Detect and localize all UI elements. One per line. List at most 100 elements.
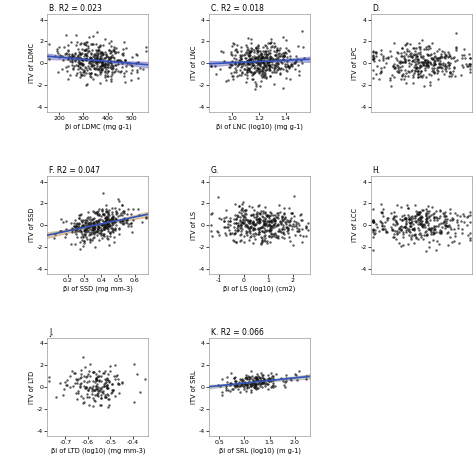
Point: [369, 217, 376, 225]
Point: [258, 383, 266, 391]
Point: [81, 228, 89, 235]
Point: [101, 61, 109, 68]
Point: [207, 210, 215, 218]
Point: [81, 50, 89, 57]
Point: [268, 383, 275, 391]
Point: [437, 219, 445, 227]
Point: [271, 224, 278, 231]
Point: [249, 219, 257, 227]
Point: [99, 221, 106, 228]
Point: [265, 377, 273, 385]
Point: [441, 63, 449, 70]
Point: [92, 382, 100, 390]
Point: [247, 382, 255, 390]
Point: [101, 59, 109, 66]
Point: [377, 46, 385, 54]
Point: [71, 222, 78, 229]
Point: [443, 222, 450, 229]
Point: [231, 229, 239, 237]
Point: [80, 52, 87, 59]
Point: [104, 224, 111, 231]
Point: [297, 216, 305, 224]
Point: [95, 55, 103, 63]
Point: [284, 63, 292, 70]
Point: [258, 224, 265, 231]
Point: [96, 68, 104, 76]
Point: [96, 66, 103, 74]
Point: [256, 224, 264, 232]
Point: [386, 47, 393, 55]
Point: [93, 54, 101, 61]
Point: [250, 206, 257, 213]
Point: [228, 369, 235, 377]
Point: [452, 229, 459, 237]
Point: [86, 226, 94, 233]
Point: [432, 228, 440, 236]
Point: [207, 62, 215, 69]
Point: [295, 228, 302, 235]
Point: [263, 222, 270, 229]
Point: [442, 217, 450, 225]
Point: [63, 68, 71, 75]
Point: [283, 227, 291, 235]
Point: [409, 66, 416, 73]
Point: [120, 69, 128, 77]
Point: [426, 226, 433, 233]
Point: [107, 367, 114, 375]
Point: [58, 65, 65, 73]
Point: [76, 49, 83, 57]
Point: [262, 67, 270, 74]
Point: [80, 40, 88, 47]
Point: [433, 56, 440, 64]
Point: [378, 225, 386, 232]
Point: [466, 54, 474, 62]
Point: [448, 71, 456, 78]
Point: [419, 60, 427, 67]
Point: [372, 220, 379, 228]
Point: [94, 51, 101, 58]
Point: [76, 211, 84, 219]
Point: [107, 48, 115, 55]
Point: [255, 214, 263, 222]
Point: [424, 58, 431, 66]
Point: [88, 386, 96, 393]
Point: [94, 216, 102, 224]
Point: [101, 375, 109, 383]
Point: [90, 219, 97, 227]
Point: [73, 219, 81, 227]
Point: [107, 58, 115, 65]
Point: [106, 378, 113, 385]
Point: [391, 63, 398, 71]
Point: [102, 213, 110, 220]
Point: [109, 214, 116, 221]
Point: [433, 217, 440, 224]
Point: [422, 61, 430, 68]
Point: [83, 214, 91, 221]
Point: [243, 58, 251, 66]
Point: [409, 45, 417, 52]
Point: [465, 60, 473, 68]
Point: [393, 229, 401, 237]
Point: [422, 247, 430, 255]
Point: [246, 374, 254, 382]
Point: [100, 369, 107, 377]
Point: [120, 215, 128, 223]
Point: [436, 54, 443, 61]
Point: [109, 219, 116, 226]
Point: [72, 228, 79, 236]
Point: [266, 50, 273, 57]
Point: [85, 60, 93, 67]
Point: [456, 239, 463, 246]
Point: [261, 72, 269, 79]
Point: [107, 58, 114, 65]
Point: [106, 222, 113, 230]
Point: [102, 209, 109, 216]
Point: [235, 385, 242, 393]
Point: [243, 79, 250, 86]
Point: [104, 219, 111, 227]
Point: [273, 59, 280, 66]
Point: [97, 227, 105, 235]
Point: [73, 225, 80, 233]
Point: [245, 377, 252, 385]
Point: [442, 52, 449, 60]
